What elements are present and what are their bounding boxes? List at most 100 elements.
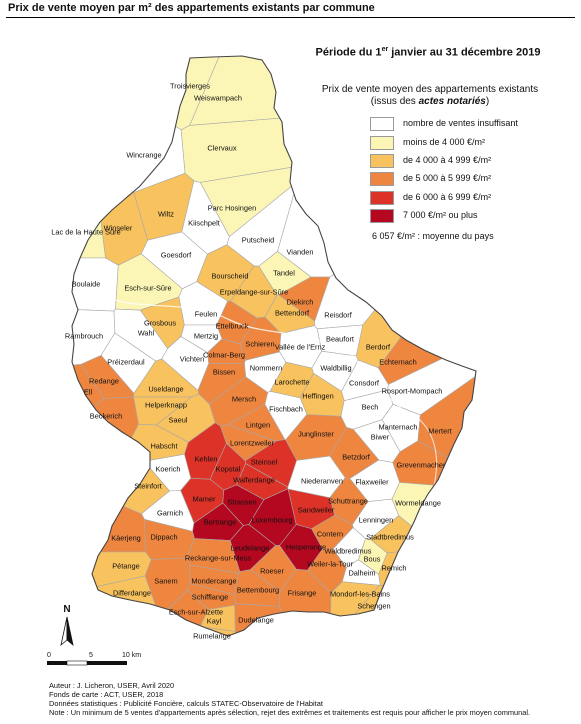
commune-label: Bourscheid — [212, 272, 249, 281]
commune-area — [72, 575, 160, 636]
commune-label: Schifflange — [192, 593, 228, 602]
scale-bar — [47, 660, 127, 666]
commune-label: Parc Hosingen — [208, 204, 256, 213]
commune-label: Bettendorf — [275, 309, 310, 318]
commune-label: Helperknapp — [145, 401, 187, 410]
commune-label: Grosbous — [144, 319, 176, 328]
commune-label: Biwer — [371, 433, 390, 442]
commune-label: Consdorf — [349, 379, 380, 388]
commune-label: Garnich — [157, 509, 183, 518]
commune-label: Putscheid — [242, 236, 274, 245]
commune-label: Luxembourg — [251, 516, 292, 525]
commune-area — [72, 396, 139, 487]
commune-label: Habscht — [150, 442, 177, 451]
commune-label: Colmar-Berg — [203, 351, 245, 360]
commune-label: Käerjeng — [111, 534, 141, 543]
commune-label: Dudelange — [238, 616, 274, 625]
commune-area — [378, 546, 476, 636]
credit-basemap: Fonds de carte : ACT, USER, 2018 — [49, 690, 164, 699]
scale-label-ten: 10 km — [122, 652, 142, 659]
commune-label: Flaxweiler — [355, 478, 389, 487]
commune-label: Bettembourg — [237, 586, 279, 595]
legend-label: moins de 4 000 €/m² — [403, 137, 486, 147]
commune-label: Kopstal — [216, 465, 241, 474]
commune-area — [72, 56, 186, 193]
commune-label: Bissen — [213, 368, 235, 377]
commune-label: Wahl — [138, 329, 155, 338]
commune-label: Larochette — [275, 378, 310, 387]
commune-label: Boulaide — [72, 280, 101, 289]
commune-label: Leudelange — [231, 544, 270, 553]
commune-label: Sanem — [154, 577, 177, 586]
credit-note: Note : Un minimum de 5 ventes d'appartem… — [49, 708, 531, 717]
commune-label: Erpeldange-sur-Sûre — [220, 288, 289, 297]
commune-label: Frisange — [288, 589, 317, 598]
commune-label: Remich — [381, 564, 406, 573]
commune-label: Lac de la Haute Sûre — [51, 228, 120, 237]
commune-label: Lenningen — [359, 516, 394, 525]
commune-label: Goesdorf — [161, 251, 192, 260]
commune-label: Mamer — [193, 495, 217, 504]
commune-label: Mondorf-les-Bains — [330, 590, 390, 599]
commune-label: Heffingen — [302, 392, 334, 401]
commune-label: Redange — [89, 377, 119, 386]
commune-label: Contern — [317, 530, 343, 539]
commune-label: Wormeldange — [395, 499, 441, 508]
commune-label: Beckerich — [90, 412, 122, 421]
commune-label: Strassen — [227, 498, 256, 507]
commune-label: Sandweiler — [298, 506, 335, 515]
commune-label: Lorentzweiler — [230, 439, 274, 448]
commune-label: Rosport-Mompach — [382, 387, 443, 396]
commune-label: Mertert — [428, 427, 451, 436]
commune-label: Wiltz — [158, 210, 174, 219]
commune-label: Differdange — [113, 589, 151, 598]
legend-label: de 5 000 à 5 999 €/m² — [403, 173, 492, 183]
commune-label: Bech — [362, 403, 379, 412]
commune-label: Koerich — [155, 465, 180, 474]
commune-label: Schuttrange — [328, 497, 368, 506]
commune-label: Kehlen — [194, 455, 217, 464]
commune-label: Feulen — [195, 310, 218, 319]
legend-swatch — [370, 154, 394, 168]
scale-label-zero: 0 — [47, 652, 51, 659]
commune-label: Ell — [84, 388, 93, 397]
commune-label: Beaufort — [326, 335, 354, 344]
commune-label: Waldbredimus — [325, 547, 372, 556]
commune-label: Useldange — [148, 385, 183, 394]
commune-label: Reisdorf — [324, 311, 352, 320]
commune-label: Schieren — [245, 340, 274, 349]
commune-label: Hesperange — [286, 543, 326, 552]
credit-statistics: Données statistiques : Publicité Foncièr… — [49, 699, 323, 708]
map-credits: Auteur : J. Licheron, USER, Avril 2020 F… — [49, 681, 530, 717]
commune-label: Clervaux — [207, 144, 236, 153]
commune-label: Saeul — [169, 416, 188, 425]
legend-swatch — [370, 117, 394, 131]
country-average: 6 057 €/m² : moyenne du pays — [372, 231, 494, 241]
commune-label: Troisvierges — [170, 82, 210, 91]
commune-label: Roeser — [260, 567, 284, 576]
commune-label: Walferdange — [233, 476, 275, 485]
commune-label: Rumelange — [193, 632, 231, 641]
commune-label: Vichten — [180, 355, 205, 364]
commune-label: Nommern — [250, 364, 282, 373]
commune-label: Berdorf — [366, 343, 391, 352]
north-arrow-icon — [60, 616, 74, 647]
commune-label: Grevenmacher — [397, 461, 446, 470]
legend-label: de 4 000 à 4 999 €/m² — [403, 155, 492, 165]
map-title: Prix de vente moyen par m² des apparteme… — [8, 2, 375, 14]
commune-label: Junglinster — [298, 430, 334, 439]
commune-label: Bous — [364, 555, 381, 564]
commune-label: Steinsel — [251, 458, 278, 467]
commune-label: Fischbach — [269, 405, 303, 414]
commune-label: Steinfort — [134, 482, 162, 491]
commune-label: Wincrange — [126, 151, 161, 160]
commune-label: Echternach — [379, 358, 416, 367]
commune-label: Waldbillig — [320, 364, 351, 373]
north-label: N — [63, 604, 70, 615]
commune-label: Bertrange — [204, 518, 236, 527]
commune-label: Reckange-sur-Mess — [185, 554, 251, 563]
commune-label: Lintgen — [246, 421, 270, 430]
commune-label: Dippach — [150, 533, 177, 542]
commune-label: Diekirch — [287, 298, 314, 307]
commune-label: Weiswampach — [194, 94, 242, 103]
